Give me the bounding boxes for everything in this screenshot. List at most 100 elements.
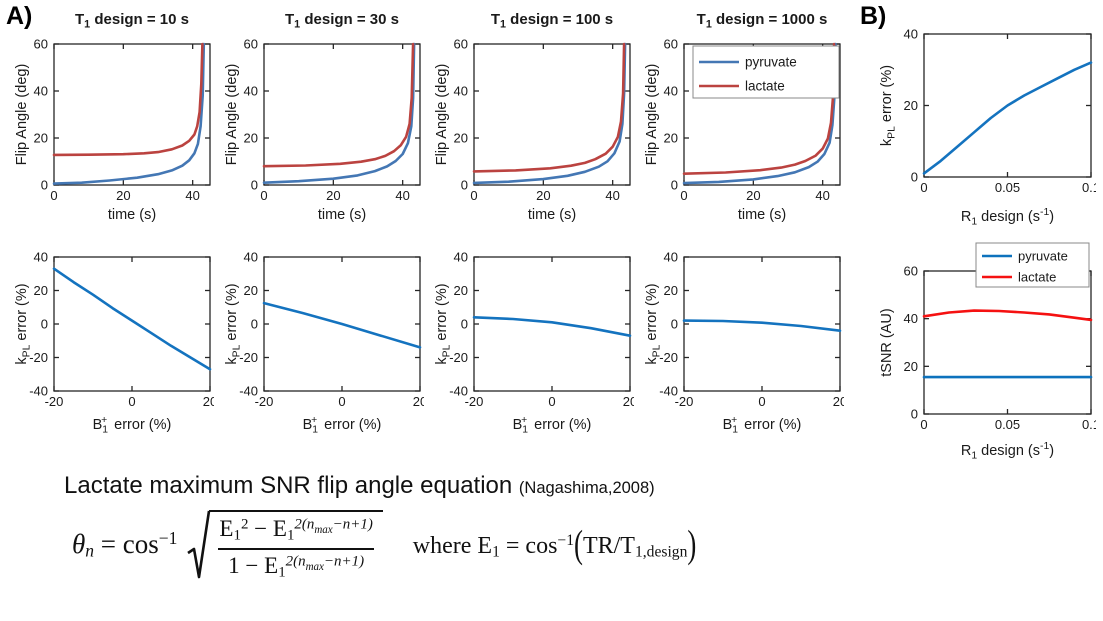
axes-box [473, 43, 631, 186]
x-axis-label: time (s) [108, 207, 156, 223]
chart-kpl-error-b1-t1-100s: -20 0 20 -40 -20 0 20 40 B1+ error (%) kPL error … [434, 245, 637, 450]
y-tick-label: 0 [251, 317, 258, 332]
axes-box [683, 43, 841, 186]
y-tick-label: 0 [911, 407, 918, 422]
y-axis-label: Flip Angle (deg) [224, 64, 240, 166]
series-kPL-error-line [922, 61, 1093, 175]
panel-a-label: A) [6, 2, 33, 30]
chart-tsnr-r1-design: 0 0.05 0.1 0 20 40 60 R1 design (s-1) tSNR (AU) p… [878, 241, 1100, 474]
panel-b-label: B) [860, 2, 887, 30]
x-tick-label: -20 [465, 394, 484, 409]
x-axis-label: time (s) [528, 207, 576, 223]
chart-kpl-error-r1-design: 0 0.05 0.1 0 20 40 R1 design (s-1) kPL error (%… [878, 24, 1100, 241]
y-axis-label: Flip Angle (deg) [14, 64, 30, 166]
panel-b-charts: 0 0.05 0.1 0 20 40 R1 design (s-1) kPL error (%… [878, 24, 1100, 474]
series-lactate-line [682, 42, 836, 175]
y-tick-label: 0 [41, 317, 48, 332]
axes-box [923, 33, 1092, 178]
y-tick-label: 40 [454, 84, 468, 99]
y-axis-label: kPL error (%) [224, 283, 243, 364]
y-tick-label: -40 [659, 384, 678, 399]
x-tick-label: 0 [338, 394, 345, 409]
y-tick-label: 60 [664, 37, 678, 52]
plot-flip30: 0 20 40 0 20 40 60 T1 design = 30 s time (s) Flip… [224, 11, 421, 223]
legend-box [692, 45, 840, 99]
caption-text: Lactate maximum SNR flip angle equation [64, 472, 519, 499]
y-tick-label: 60 [34, 37, 48, 52]
legend-label-lactate: lactate [1018, 270, 1056, 285]
equation-lhs: θn = cos−1 [72, 528, 177, 562]
y-tick-label: 0 [251, 178, 258, 193]
y-tick-label: -20 [659, 350, 678, 365]
y-axis-label: kPL error (%) [14, 283, 33, 364]
caption: Lactate maximum SNR flip angle equation … [64, 472, 655, 500]
x-tick-label: 20 [746, 188, 760, 203]
chart-title: T1 design = 30 s [285, 11, 399, 31]
legend-label-lactate: lactate [745, 79, 785, 94]
axes-box [263, 256, 421, 392]
x-tick-label: 0 [758, 394, 765, 409]
equation-segment: 1 − E [228, 553, 279, 579]
x-axis-label: R1 design (s-1) [961, 441, 1054, 462]
x-tick-label: -20 [675, 394, 694, 409]
x-tick-label: 40 [605, 188, 619, 203]
x-axis-label: time (s) [318, 207, 366, 223]
equation-segment: 1 [492, 543, 500, 561]
chart-flip-angle-t1-10s: 0 20 40 0 20 40 60 T1 design = 10 s time (s) Flip… [14, 4, 214, 231]
y-tick-label: 40 [34, 250, 48, 265]
equation-segment: where E [412, 533, 493, 560]
y-tick-label: 40 [34, 84, 48, 99]
caption-citation: (Nagashima,2008) [518, 479, 655, 497]
equation-segment: TR/T [582, 533, 635, 560]
equation-segment: −1 [158, 528, 178, 549]
y-tick-label: 60 [904, 264, 918, 279]
x-tick-label: 20 [326, 188, 340, 203]
x-axis-label: R1 design (s-1) [961, 207, 1054, 228]
equation-segment: = cos [499, 533, 558, 560]
chart-flip-angle-t1-30s: 0 20 40 0 20 40 60 T1 design = 30 s time (s) Flip… [224, 4, 424, 231]
axes-box [263, 43, 421, 186]
y-tick-label: 40 [454, 250, 468, 265]
y-tick-label: -20 [29, 350, 48, 365]
y-tick-label: 40 [664, 250, 678, 265]
x-axis-label: B1+ error (%) [93, 415, 172, 436]
y-tick-label: 20 [454, 131, 468, 146]
y-tick-label: -20 [449, 350, 468, 365]
x-tick-label: 0 [920, 417, 927, 432]
chart-title: T1 design = 1000 s [697, 11, 828, 31]
y-axis-label: kPL error (%) [879, 65, 898, 146]
x-tick-label: 20 [623, 394, 634, 409]
x-tick-label: 0 [50, 188, 57, 203]
y-tick-label: 40 [244, 250, 258, 265]
x-tick-label: 0 [260, 188, 267, 203]
legend-label-pyruvate: pyruvate [1018, 249, 1068, 264]
x-tick-label: 20 [413, 394, 424, 409]
y-tick-label: 0 [671, 317, 678, 332]
x-tick-label: 0 [548, 394, 555, 409]
equation-segment: n [85, 541, 95, 562]
equation-segment: ( [574, 522, 583, 566]
equation-segment: 2 [240, 516, 249, 533]
equation-segment: 2(n [294, 516, 315, 533]
chart-flip-angle-t1-1000s: 0 20 40 0 20 40 60 T1 design = 1000 s time (s) Fl… [644, 4, 844, 231]
x-tick-label: 0.1 [1082, 417, 1096, 432]
plot-flip1000: 0 20 40 0 20 40 60 T1 design = 1000 s time (s) Fl… [644, 11, 841, 223]
equation-segment: θ [72, 529, 86, 560]
y-tick-label: 60 [454, 37, 468, 52]
equation-segment: −1 [557, 532, 575, 550]
x-axis-label: time (s) [738, 207, 786, 223]
chart-title: T1 design = 100 s [491, 11, 613, 31]
legend-label-pyruvate: pyruvate [745, 55, 797, 70]
y-tick-label: -20 [239, 350, 258, 365]
equation-segment: 1,design [634, 543, 688, 561]
plot-flip10: 0 20 40 0 20 40 60 T1 design = 10 s time (s) Flip… [14, 11, 211, 223]
x-tick-label: 20 [833, 394, 844, 409]
equation-segment: − E [248, 516, 287, 541]
equation-segment: 2(n [285, 553, 306, 570]
fraction: E12 − E12(nmax−n+1) 1 − E12(nmax−n+1) [209, 514, 382, 583]
chart-kpl-error-b1-t1-1000s: -20 0 20 -40 -20 0 20 40 B1+ error (%) kPL error … [644, 245, 847, 450]
